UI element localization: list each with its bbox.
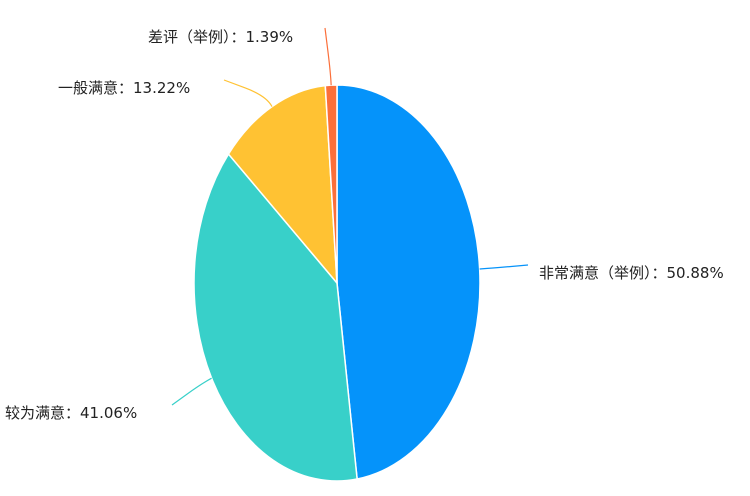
label-poor-review: 差评（举例）：1.39% bbox=[148, 28, 293, 46]
leader-lines bbox=[171, 27, 529, 406]
leader-line bbox=[479, 264, 529, 270]
leader-line bbox=[171, 377, 212, 406]
label-very-satisfied: 非常满意（举例）：50.88% bbox=[539, 264, 724, 282]
slice-very-satisfied bbox=[336, 84, 481, 480]
slice-generally-satisfied bbox=[227, 84, 338, 286]
slice-labels: 非常满意（举例）：50.88% 较为满意：41.06% 一般满意：13.22% … bbox=[5, 28, 724, 422]
leader-line bbox=[324, 27, 332, 86]
leader-line bbox=[223, 79, 273, 107]
slice-fairly-satisfied bbox=[193, 152, 358, 482]
label-fairly-satisfied: 较为满意：41.06% bbox=[5, 404, 137, 422]
slice-poor-review bbox=[324, 84, 338, 284]
label-generally-satisfied: 一般满意：13.22% bbox=[58, 79, 190, 97]
pie-slices bbox=[193, 84, 481, 482]
